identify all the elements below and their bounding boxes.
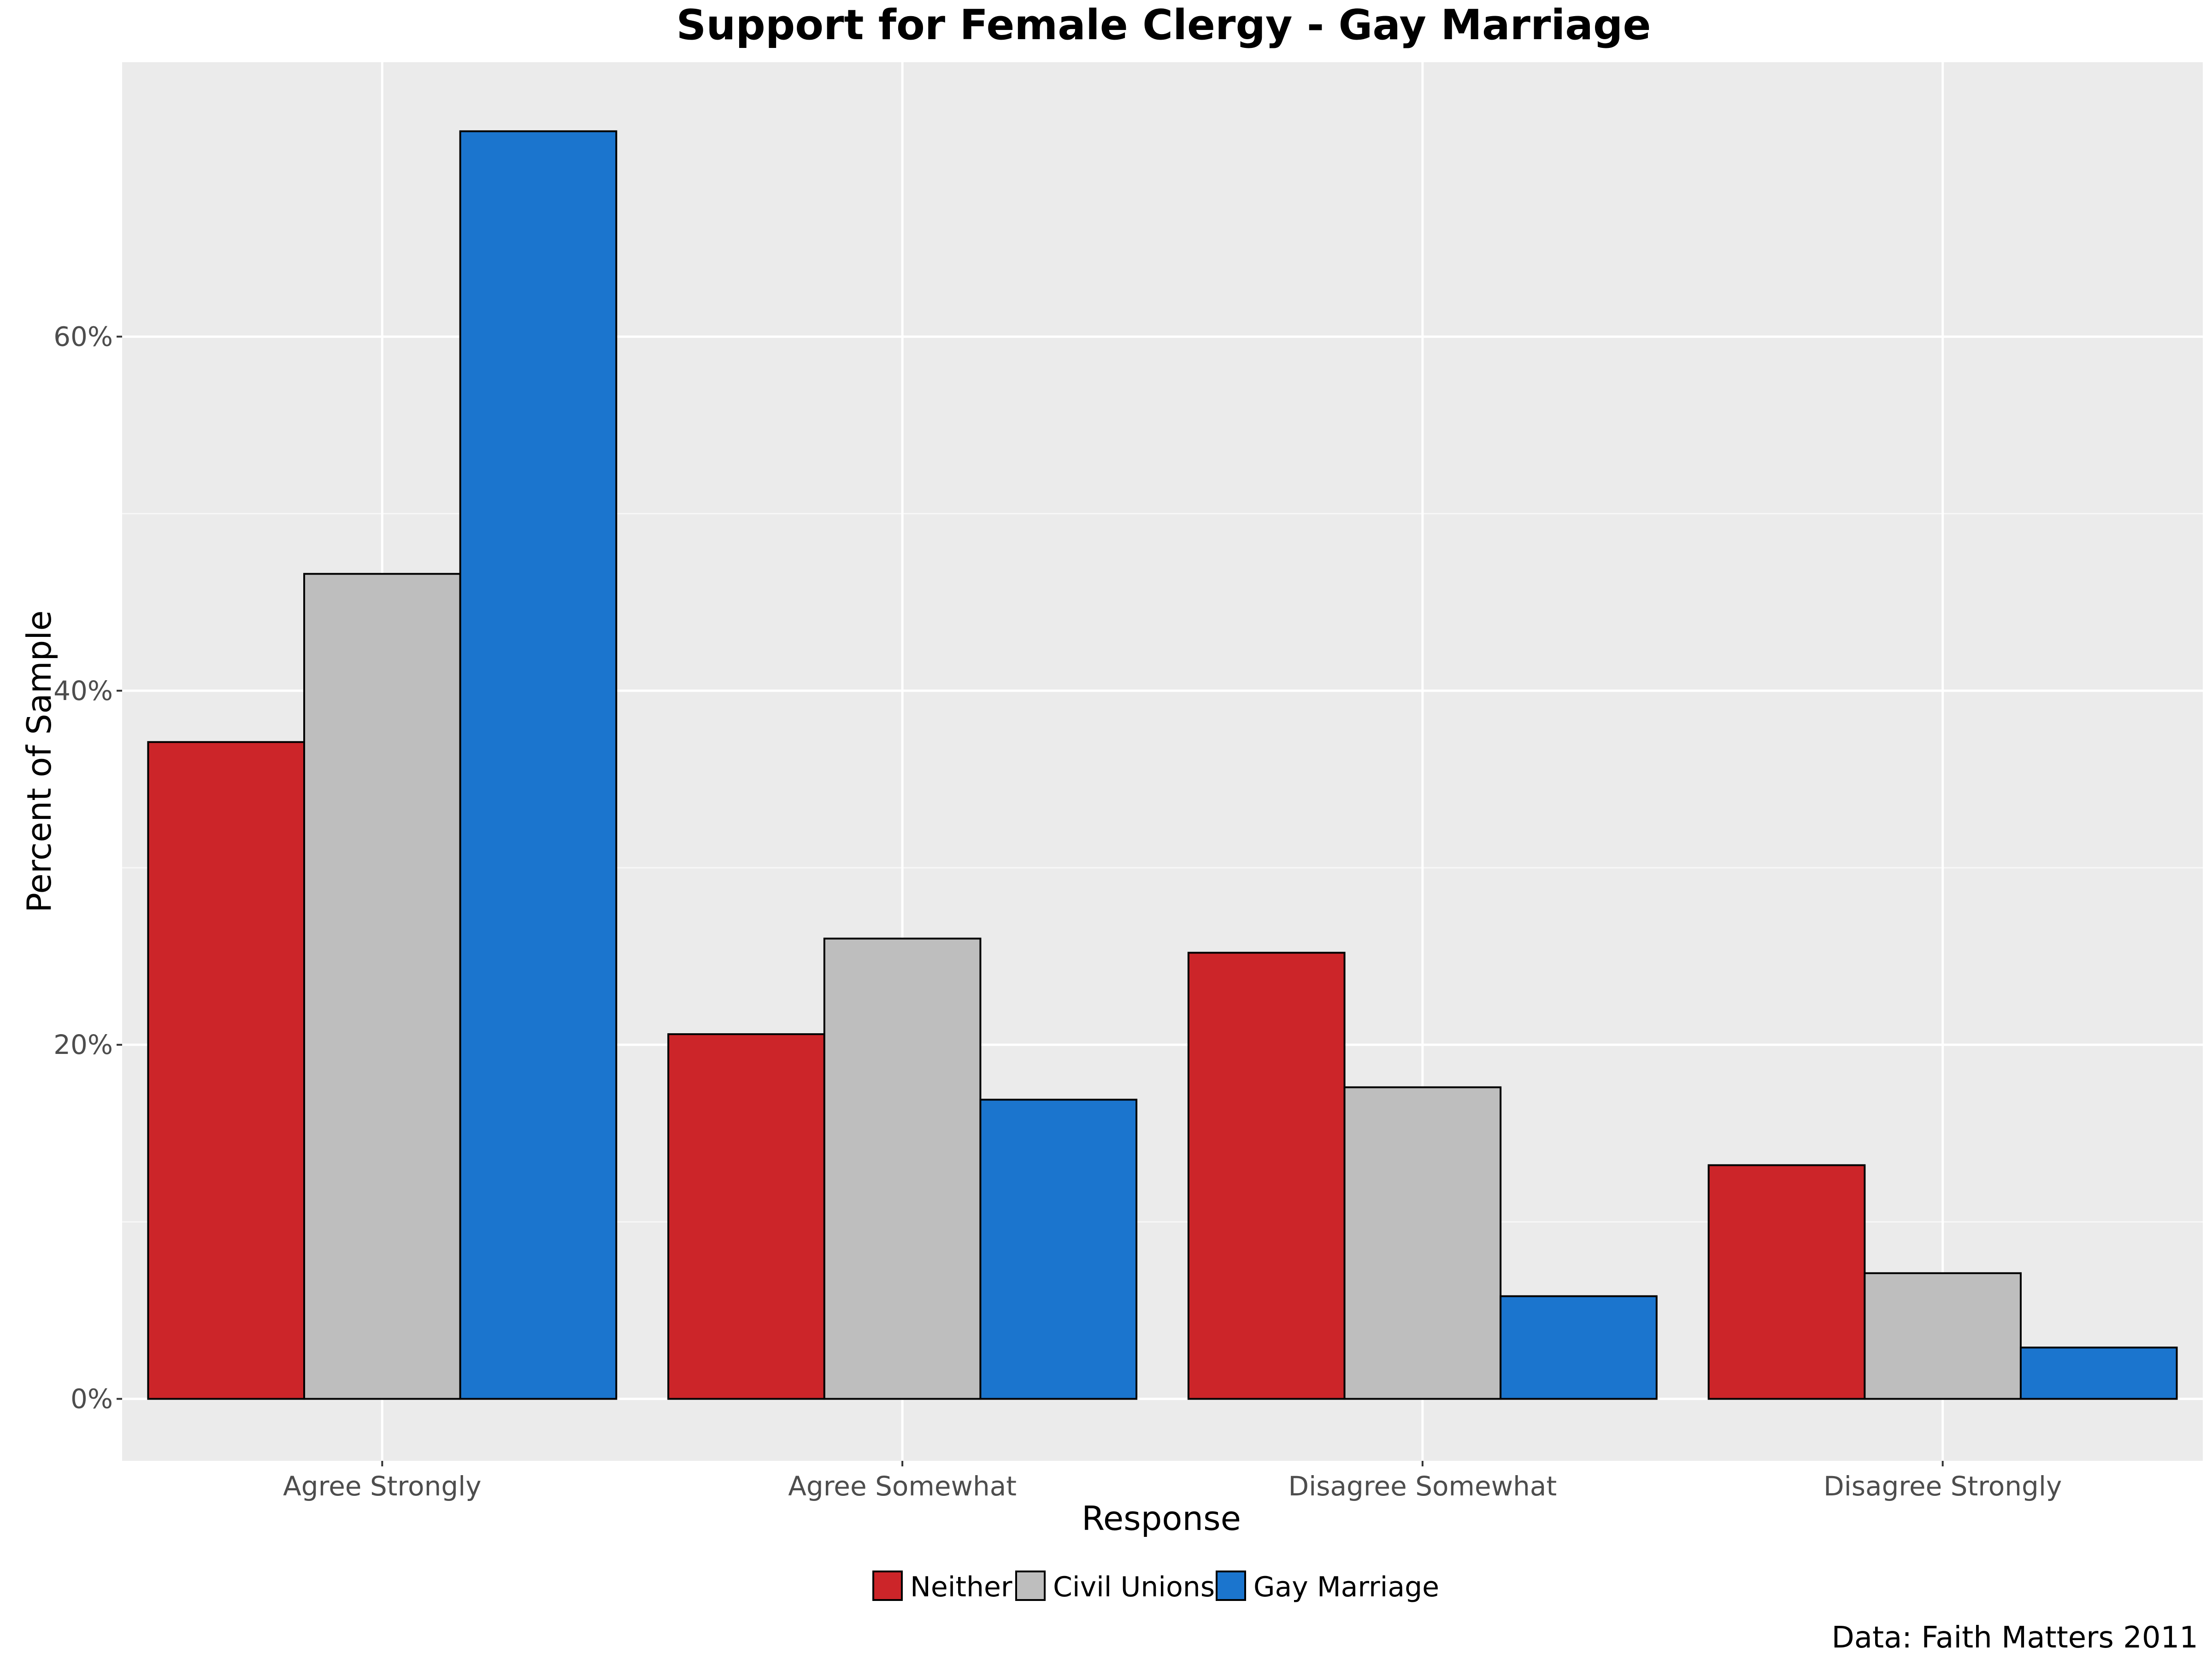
legend-key <box>1015 1571 1046 1601</box>
bar <box>1187 952 1346 1400</box>
legend-key <box>1216 1571 1246 1601</box>
legend-label: Gay Marriage <box>1253 1571 1439 1603</box>
legend: Neither Civil Unions Gay Marriage <box>872 1571 1439 1603</box>
bar <box>147 741 306 1400</box>
y-tick-label: 0% <box>71 1383 113 1415</box>
bar <box>303 573 461 1400</box>
x-tick-label: Disagree Somewhat <box>1288 1471 1557 1502</box>
bars <box>147 130 2178 1400</box>
y-axis-title: Percent of Sample <box>20 610 59 912</box>
y-tick-label: 60% <box>53 321 113 352</box>
caption: Data: Faith Matters 2011 <box>1831 1621 2198 1655</box>
x-tick-label: Agree Strongly <box>283 1471 482 1502</box>
x-tick-label: Disagree Strongly <box>1824 1471 2062 1502</box>
bar <box>1707 1164 1866 1400</box>
bar <box>459 130 618 1400</box>
chart-title: Support for Female Clergy - Gay Marriage <box>677 1 1651 49</box>
legend-label: Civil Unions <box>1053 1571 1215 1603</box>
bar <box>823 937 982 1400</box>
bar <box>1343 1086 1502 1400</box>
bar <box>2019 1347 2178 1400</box>
legend-label: Neither <box>910 1571 1012 1603</box>
y-tick-label: 40% <box>53 675 113 706</box>
y-tick-label: 20% <box>53 1029 113 1060</box>
bar <box>667 1033 825 1400</box>
x-axis-title: Response <box>1082 1499 1241 1538</box>
bar <box>1500 1295 1658 1400</box>
legend-key <box>872 1571 903 1601</box>
bar <box>979 1099 1138 1400</box>
bar <box>1864 1272 2022 1400</box>
x-tick-label: Agree Somewhat <box>788 1471 1017 1502</box>
y-axis: 0% 20% 40% 60% <box>53 321 122 1415</box>
x-axis: Agree Strongly Agree Somewhat Disagree Som… <box>283 1461 2062 1502</box>
